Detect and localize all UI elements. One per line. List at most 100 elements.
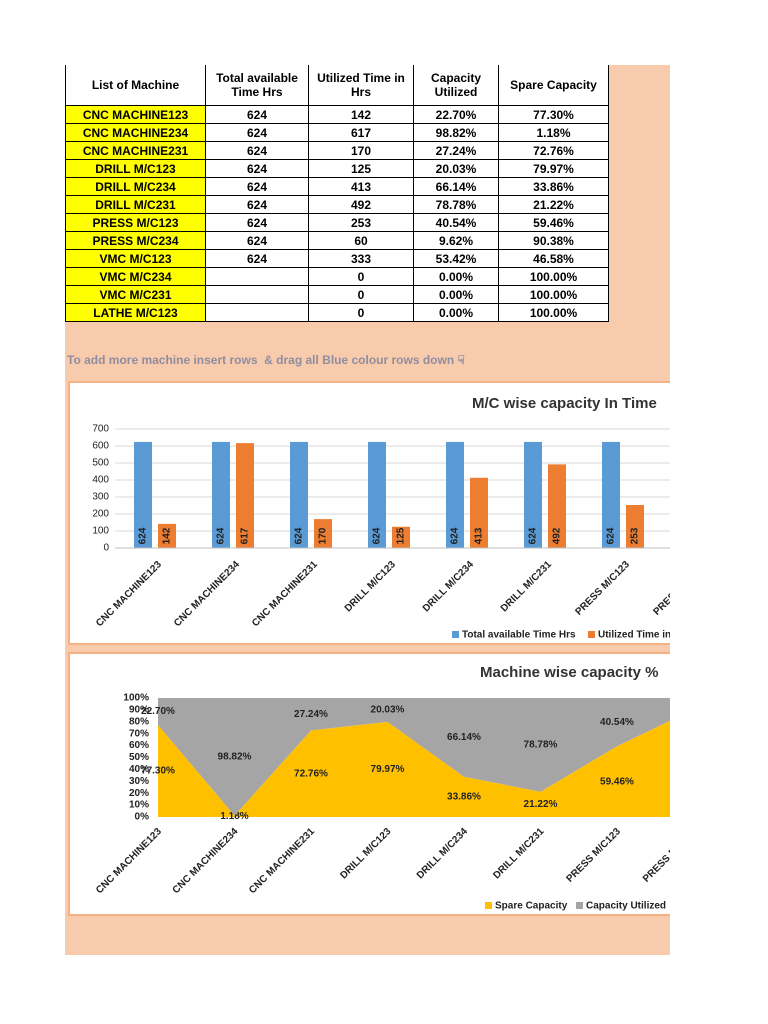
bar [236, 443, 254, 548]
y-tick-label: 50% [129, 752, 149, 763]
y-tick-label: 70% [129, 728, 149, 739]
area-value-label: 21.22% [524, 799, 558, 810]
table-cell: CNC MACHINE231 [65, 141, 206, 160]
y-tick-label: 0% [135, 812, 150, 823]
table-cell: 100.00% [498, 303, 609, 322]
bar-value-label: 142 [162, 527, 173, 544]
bar [446, 441, 464, 548]
table-cell: 624 [205, 213, 309, 232]
area-value-label: 66.14% [447, 732, 481, 743]
area-value-label: 27.24% [294, 709, 328, 720]
header-row: List of Machine Total available Time Hrs U… [65, 65, 609, 106]
table-row: VMC M/C123 624 333 53.42% 46.58% [65, 249, 609, 268]
header-cell: Total available Time Hrs [205, 65, 309, 106]
bar-value-label: 624 [528, 527, 539, 544]
y-tick-label: 100 [92, 526, 109, 537]
table-cell: 624 [205, 249, 309, 268]
table-row: DRILL M/C123 624 125 20.03% 79.97% [65, 159, 609, 178]
area-value-label: 59.46% [600, 776, 634, 787]
x-tick-label: DRILL M/C231 [491, 826, 547, 882]
bar [626, 504, 644, 548]
table-cell: PRESS M/C123 [65, 213, 206, 232]
legend-swatch [588, 631, 595, 638]
chart: Machine wise capacity % 0%10%20%30%40%50%… [94, 664, 670, 912]
bar [602, 441, 620, 548]
area-value-label: 77.30% [141, 766, 175, 777]
table-cell: 0.00% [413, 267, 499, 286]
table-cell: 1.18% [498, 123, 609, 142]
machine-table: List of Machine Total available Time Hrs U… [65, 65, 609, 322]
table-cell: 413 [308, 177, 414, 196]
table-cell: CNC MACHINE123 [65, 105, 206, 124]
table-cell: 624 [205, 141, 309, 160]
table-cell: 60 [308, 231, 414, 250]
table-row: DRILL M/C231 624 492 78.78% 21.22% [65, 195, 609, 214]
x-tick-label: DRILL M/C234 [415, 826, 471, 882]
table-cell: DRILL M/C234 [65, 177, 206, 196]
table-cell: 100.00% [498, 285, 609, 304]
table-row: VMC M/C231 0 0.00% 100.00% [65, 285, 609, 304]
bar-value-label: 624 [450, 527, 461, 544]
x-tick-label: CNC MACHINE234 [171, 826, 241, 896]
x-tick-label: DRILL M/C123 [338, 826, 394, 882]
table-row: DRILL M/C234 624 413 66.14% 33.86% [65, 177, 609, 196]
x-tick-label: CNC MACHINE231 [247, 826, 317, 896]
table-cell: 253 [308, 213, 414, 232]
table-row: VMC M/C234 0 0.00% 100.00% [65, 267, 609, 286]
legend-swatch [485, 902, 492, 909]
table-row: PRESS M/C234 624 60 9.62% 90.38% [65, 231, 609, 250]
legend-label: Capacity Utilized [586, 901, 666, 912]
area [158, 720, 670, 817]
y-tick-label: 100% [123, 693, 149, 704]
bar [290, 441, 308, 548]
x-tick-label: DRILL M/C231 [499, 559, 555, 615]
bar-value-label: 413 [474, 527, 485, 544]
table-cell: 333 [308, 249, 414, 268]
table-cell: VMC M/C123 [65, 249, 206, 268]
table-cell: VMC M/C234 [65, 267, 206, 286]
y-tick-label: 600 [92, 441, 109, 452]
table-cell: 0 [308, 267, 414, 286]
legend-label: Spare Capacity [495, 901, 568, 912]
header-cell: Capacity Utilized [413, 65, 499, 106]
table-cell: 142 [308, 105, 414, 124]
area-value-label: 78.78% [524, 740, 558, 751]
bar [392, 526, 410, 548]
chart: M/C wise capacity In Time 0 100 200 300 400 50… [92, 395, 670, 641]
table-cell: 53.42% [413, 249, 499, 268]
area-value-label: 20.03% [371, 705, 405, 716]
area-value-label: 40.54% [600, 717, 634, 728]
area-value-label: 98.82% [218, 751, 252, 762]
y-tick-label: 30% [129, 776, 149, 787]
y-tick-label: 60% [129, 740, 149, 751]
table-cell: 170 [308, 141, 414, 160]
x-tick-label: CNC MACHINE231 [250, 559, 320, 629]
header-cell: Spare Capacity [498, 65, 609, 106]
x-tick-label: PRESS M/C123 [565, 826, 624, 885]
table-cell: 90.38% [498, 231, 609, 250]
table-cell: 77.30% [498, 105, 609, 124]
x-tick-label: PRESS M/C234 [641, 826, 670, 885]
area-value-label: 79.97% [371, 764, 405, 775]
table-cell: 624 [205, 159, 309, 178]
x-tick-label: CNC MACHINE123 [94, 559, 164, 629]
table-cell: 100.00% [498, 267, 609, 286]
table-cell: 0.00% [413, 303, 499, 322]
table-cell: 624 [205, 123, 309, 142]
table-cell: 59.46% [498, 213, 609, 232]
table-cell: PRESS M/C234 [65, 231, 206, 250]
x-tick-label: CNC MACHINE234 [172, 559, 242, 629]
x-tick-label: CNC MACHINE123 [94, 826, 164, 896]
table-cell: 27.24% [413, 141, 499, 160]
table-cell: 617 [308, 123, 414, 142]
table-cell: 0 [308, 285, 414, 304]
bar-value-label: 624 [294, 527, 305, 544]
area [158, 698, 670, 816]
area-value-label: 22.70% [141, 706, 175, 717]
table-cell: 624 [205, 195, 309, 214]
x-tick-label: DRILL M/C123 [343, 559, 399, 615]
bar-value-label: 125 [396, 527, 407, 544]
bar [368, 441, 386, 548]
table-cell [205, 303, 309, 322]
